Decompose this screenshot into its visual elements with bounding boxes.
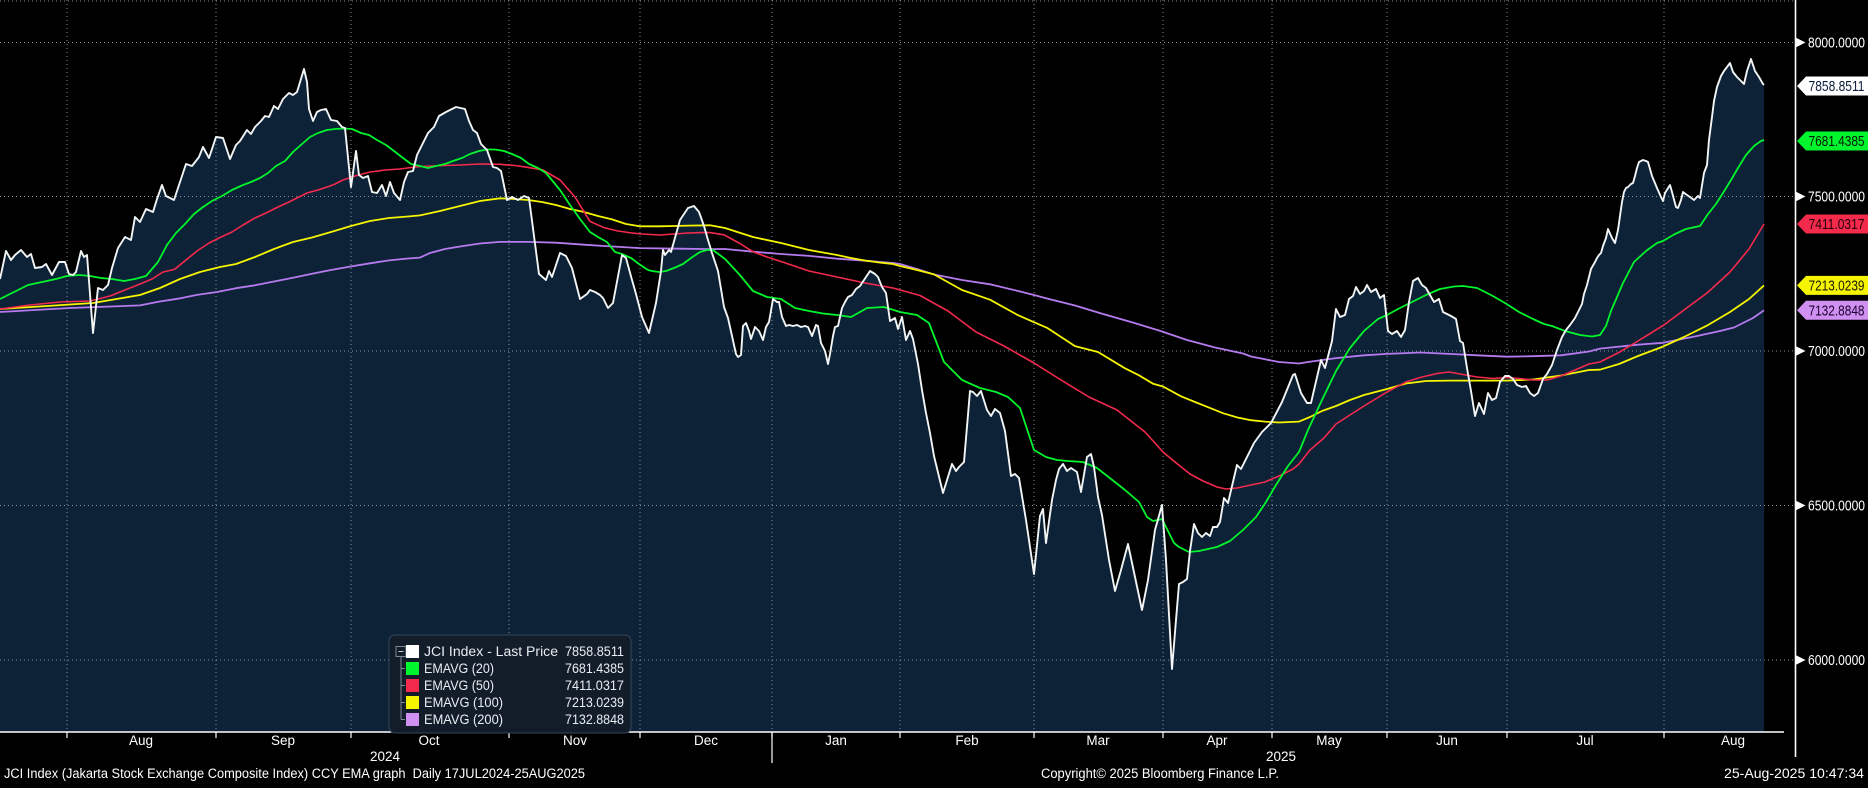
- svg-text:7132.8848: 7132.8848: [565, 712, 624, 727]
- svg-text:7132.8848: 7132.8848: [1809, 303, 1865, 319]
- svg-text:Jan: Jan: [825, 733, 847, 748]
- svg-text:8000.0000: 8000.0000: [1808, 36, 1865, 52]
- svg-text:Dec: Dec: [694, 733, 718, 748]
- svg-text:May: May: [1316, 733, 1342, 748]
- svg-text:Sep: Sep: [271, 733, 295, 748]
- svg-text:7681.4385: 7681.4385: [1809, 134, 1865, 150]
- svg-text:JCI Index - Last Price: JCI Index - Last Price: [424, 644, 558, 659]
- svg-text:2025: 2025: [1266, 749, 1296, 764]
- svg-text:7411.0317: 7411.0317: [1809, 217, 1865, 233]
- svg-text:Aug: Aug: [1721, 733, 1745, 748]
- svg-text:EMAVG (20): EMAVG (20): [424, 661, 494, 676]
- svg-text:7858.8511: 7858.8511: [1809, 79, 1865, 95]
- svg-text:7000.0000: 7000.0000: [1808, 344, 1865, 360]
- svg-text:Apr: Apr: [1206, 733, 1228, 748]
- svg-text:25-Aug-2025 10:47:34: 25-Aug-2025 10:47:34: [1724, 766, 1864, 781]
- svg-text:7213.0239: 7213.0239: [1809, 278, 1865, 294]
- svg-text:Jul: Jul: [1576, 733, 1593, 748]
- svg-text:7858.8511: 7858.8511: [565, 644, 624, 659]
- svg-text:Jun: Jun: [1436, 733, 1458, 748]
- svg-text:7500.0000: 7500.0000: [1808, 190, 1865, 206]
- svg-text:7213.0239: 7213.0239: [565, 695, 624, 710]
- svg-text:Mar: Mar: [1086, 733, 1110, 748]
- svg-text:Nov: Nov: [563, 733, 587, 748]
- svg-text:Copyright© 2025 Bloomberg Fina: Copyright© 2025 Bloomberg Finance L.P.: [1041, 766, 1279, 781]
- svg-text:EMAVG (200): EMAVG (200): [424, 712, 503, 727]
- svg-text:EMAVG (50): EMAVG (50): [424, 678, 494, 693]
- svg-text:2024: 2024: [370, 749, 401, 764]
- svg-text:Feb: Feb: [955, 733, 978, 748]
- svg-text:Aug: Aug: [129, 733, 153, 748]
- svg-text:6500.0000: 6500.0000: [1808, 499, 1865, 515]
- svg-text:7681.4385: 7681.4385: [565, 661, 624, 676]
- svg-text:6000.0000: 6000.0000: [1808, 653, 1865, 669]
- svg-text:7411.0317: 7411.0317: [565, 678, 624, 693]
- svg-text:Oct: Oct: [418, 733, 439, 748]
- svg-text:EMAVG (100): EMAVG (100): [424, 695, 503, 710]
- svg-text:JCI Index (Jakarta Stock Excha: JCI Index (Jakarta Stock Exchange Compos…: [4, 766, 585, 781]
